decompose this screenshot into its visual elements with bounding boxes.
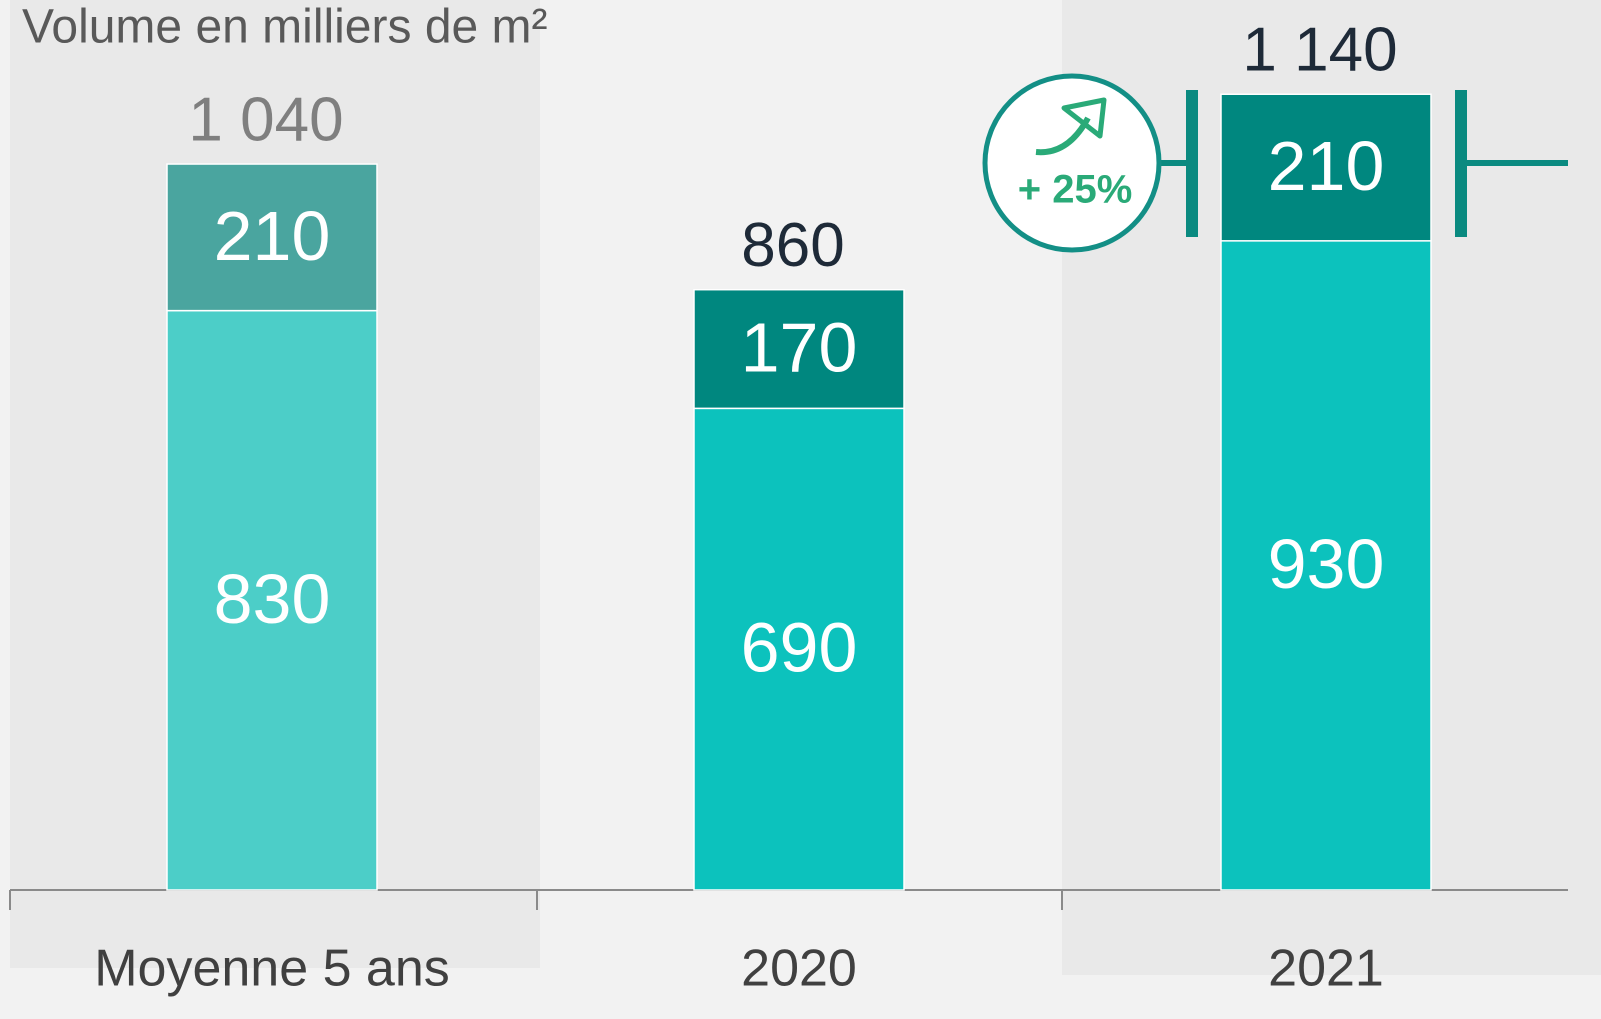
- x-tick-label: 2020: [741, 940, 857, 998]
- x-tick-label: 2021: [1268, 940, 1384, 998]
- value-label: 690: [741, 609, 858, 687]
- chart-title: Volume en milliers de m²: [22, 1, 548, 54]
- total-label: 1 140: [1242, 16, 1397, 85]
- total-label: 1 040: [188, 85, 343, 154]
- value-label: 170: [741, 309, 858, 387]
- x-tick-label: Moyenne 5 ans: [94, 940, 450, 998]
- bar-segment: [693, 407, 905, 891]
- total-label: 860: [741, 211, 844, 280]
- value-label: 210: [1268, 127, 1385, 205]
- value-label: 210: [214, 197, 331, 275]
- value-label: 930: [1268, 525, 1385, 603]
- bar-segment: [166, 163, 378, 312]
- bar-segment: [1220, 240, 1432, 891]
- bar-segment: [1220, 93, 1432, 242]
- growth-annotation: + 25%: [982, 73, 1568, 253]
- bar-segment: [166, 309, 378, 891]
- value-label: 830: [214, 560, 331, 638]
- annotation: + 25%: [1018, 168, 1133, 212]
- bar-segment: [693, 288, 905, 410]
